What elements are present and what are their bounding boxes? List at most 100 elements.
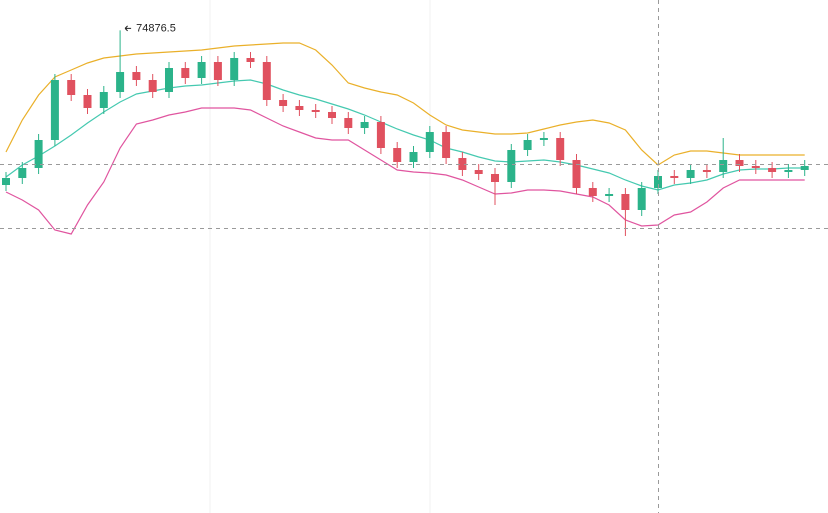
- candle-body: [507, 150, 516, 182]
- candle: [148, 74, 157, 98]
- candle: [18, 162, 27, 184]
- candle: [393, 142, 402, 168]
- background-grid: [209, 0, 431, 513]
- candle-body: [605, 194, 614, 196]
- candle-body: [425, 132, 434, 152]
- bollinger-bands: [5, 42, 805, 235]
- candle: [67, 74, 76, 101]
- annotation-arrow: [124, 25, 132, 32]
- candle: [165, 62, 173, 98]
- candle: [83, 89, 92, 114]
- candle-body: [491, 174, 499, 182]
- max-annotation: 74876.5: [124, 22, 176, 34]
- candle-body: [311, 110, 320, 112]
- candle-body: [181, 68, 190, 78]
- candle-body: [572, 160, 581, 188]
- candle: [295, 100, 304, 116]
- candle: [751, 160, 760, 174]
- candle: [246, 52, 255, 68]
- band-line: [5, 79, 805, 191]
- candle-body: [719, 160, 728, 172]
- candle-body: [474, 170, 483, 174]
- candle-body: [279, 100, 288, 106]
- candle: [670, 170, 679, 184]
- candle: [654, 170, 662, 194]
- candle-body: [246, 58, 255, 62]
- candle-body: [539, 138, 548, 140]
- candle-body: [230, 58, 239, 80]
- candle-body: [148, 80, 157, 92]
- candle: [2, 172, 10, 191]
- candle: [458, 152, 467, 176]
- candle-body: [621, 194, 630, 210]
- candle-body: [735, 160, 744, 166]
- candle: [474, 164, 483, 180]
- candle: [116, 30, 125, 98]
- candle: [605, 188, 614, 202]
- candle-body: [393, 148, 402, 162]
- candle-body: [800, 166, 809, 170]
- candle: [262, 56, 271, 106]
- candle-body: [67, 80, 76, 95]
- candle: [50, 74, 59, 146]
- candle-body: [588, 188, 597, 196]
- candle: [376, 116, 385, 154]
- candle-body: [99, 92, 108, 108]
- candle-body: [637, 188, 646, 210]
- candle: [800, 160, 809, 176]
- candle-body: [751, 166, 760, 168]
- candle: [637, 182, 646, 216]
- candle-body: [344, 118, 353, 128]
- candle-body: [458, 158, 467, 170]
- candle: [556, 132, 565, 166]
- candle-body: [83, 95, 92, 108]
- candle: [213, 56, 222, 86]
- candle: [311, 104, 320, 118]
- candle: [768, 162, 777, 178]
- candle-body: [360, 122, 369, 128]
- candle-body: [262, 62, 271, 100]
- candle: [507, 144, 516, 188]
- candle-body: [295, 106, 304, 110]
- candle: [197, 56, 206, 84]
- candle-body: [686, 170, 695, 178]
- candles: [2, 30, 809, 236]
- candle-body: [116, 72, 125, 92]
- candle-body: [768, 168, 777, 172]
- candle-body: [34, 140, 43, 168]
- candle: [99, 86, 108, 114]
- candle-body: [702, 170, 711, 172]
- candle: [344, 112, 353, 134]
- candle-body: [132, 72, 141, 80]
- band-line: [5, 42, 805, 166]
- candle: [702, 164, 711, 178]
- candle-body: [409, 152, 418, 162]
- candle: [132, 66, 141, 86]
- candle: [572, 154, 581, 194]
- candle: [425, 126, 434, 158]
- band-line: [5, 107, 805, 235]
- candle-body: [556, 138, 565, 160]
- candle: [409, 146, 418, 168]
- candle-body: [784, 170, 793, 172]
- candle: [491, 168, 499, 205]
- annotation-label: 74876.5: [136, 22, 176, 34]
- candle: [539, 132, 548, 146]
- candle-body: [670, 176, 679, 178]
- candle: [719, 138, 728, 178]
- candle: [523, 134, 532, 156]
- candle: [588, 182, 597, 202]
- candle: [328, 106, 336, 124]
- candle-body: [197, 62, 206, 78]
- candle: [735, 154, 744, 172]
- candle: [181, 62, 190, 84]
- candle: [442, 126, 451, 164]
- candle-body: [523, 140, 532, 150]
- candle-body: [328, 112, 336, 118]
- candle-body: [213, 62, 222, 80]
- candle: [686, 164, 695, 184]
- candle-body: [50, 80, 59, 140]
- candle-body: [376, 122, 385, 148]
